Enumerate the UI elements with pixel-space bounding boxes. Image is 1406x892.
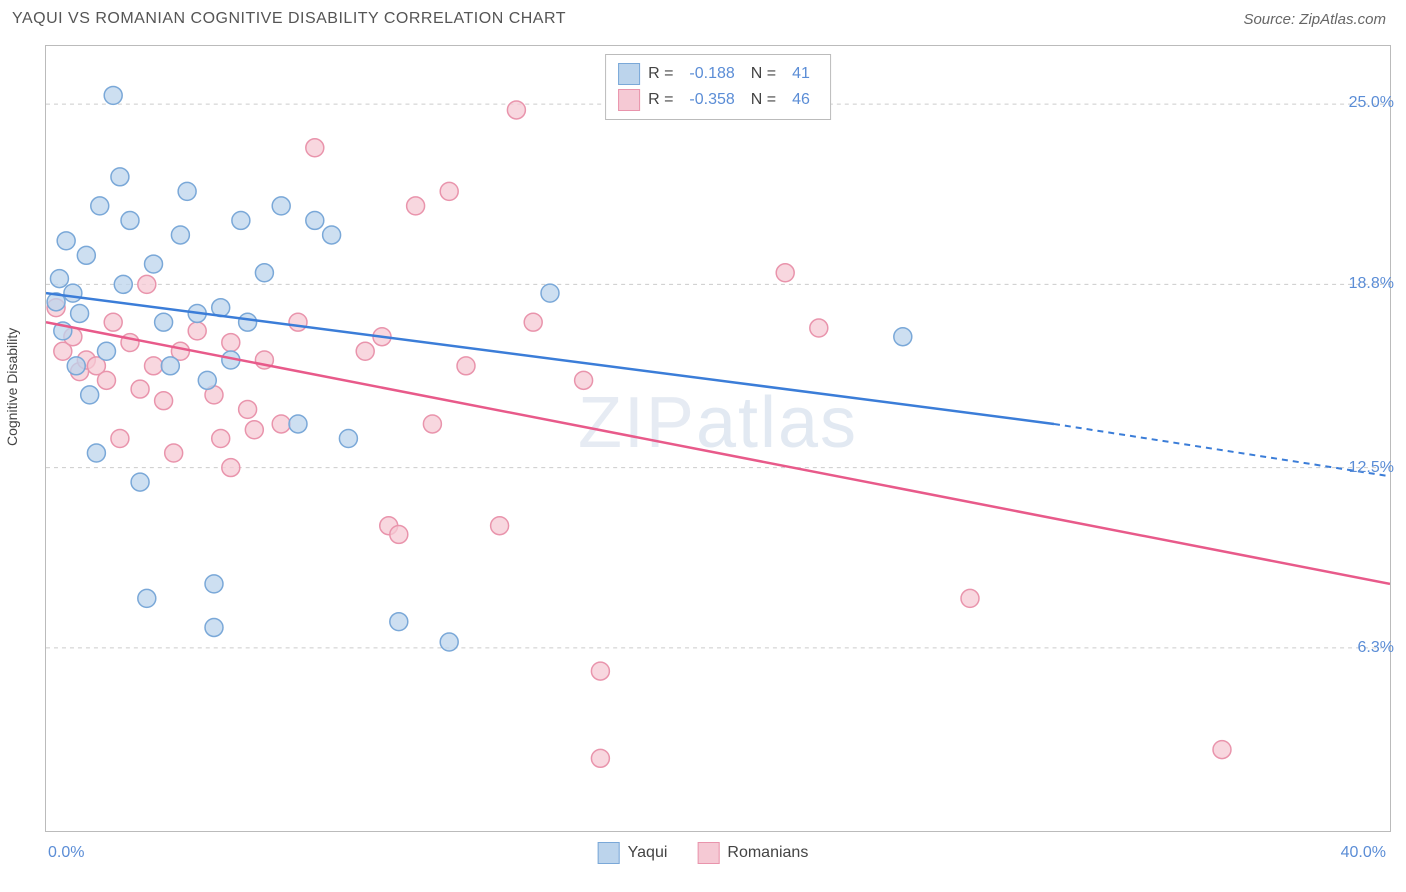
r-value-romanians: -0.358 (689, 91, 734, 109)
y-axis-label: Cognitive Disability (4, 328, 20, 446)
stats-legend: R = -0.188 N = 41 R = -0.358 N = 46 (605, 54, 831, 120)
source-label: Source: ZipAtlas.com (1243, 11, 1386, 28)
swatch-romanians (618, 89, 640, 111)
n-label: N = (751, 65, 776, 83)
y-tick-label: 6.3% (1358, 639, 1394, 657)
r-label: R = (648, 91, 673, 109)
y-tick-label: 12.5% (1349, 459, 1394, 477)
n-value-yaqui: 41 (792, 65, 810, 83)
legend-label-romanians: Romanians (727, 844, 808, 862)
bottom-legend: Yaqui Romanians (598, 842, 809, 864)
r-label: R = (648, 65, 673, 83)
plot-svg (46, 46, 1390, 831)
legend-label-yaqui: Yaqui (628, 844, 668, 862)
x-min-label: 0.0% (48, 844, 84, 862)
stats-row-romanians: R = -0.358 N = 46 (618, 87, 818, 113)
y-tick-label: 18.8% (1349, 275, 1394, 293)
legend-item-yaqui: Yaqui (598, 842, 668, 864)
swatch-yaqui (618, 63, 640, 85)
r-value-yaqui: -0.188 (689, 65, 734, 83)
y-tick-label: 25.0% (1349, 94, 1394, 112)
x-max-label: 40.0% (1341, 844, 1386, 862)
legend-item-romanians: Romanians (697, 842, 808, 864)
swatch-romanians-icon (697, 842, 719, 864)
stats-row-yaqui: R = -0.188 N = 41 (618, 61, 818, 87)
n-value-romanians: 46 (792, 91, 810, 109)
swatch-yaqui-icon (598, 842, 620, 864)
n-label: N = (751, 91, 776, 109)
chart-title: YAQUI VS ROMANIAN COGNITIVE DISABILITY C… (12, 10, 566, 28)
chart-area: ZIPatlas R = -0.188 N = 41 R = -0.358 N … (45, 45, 1391, 832)
